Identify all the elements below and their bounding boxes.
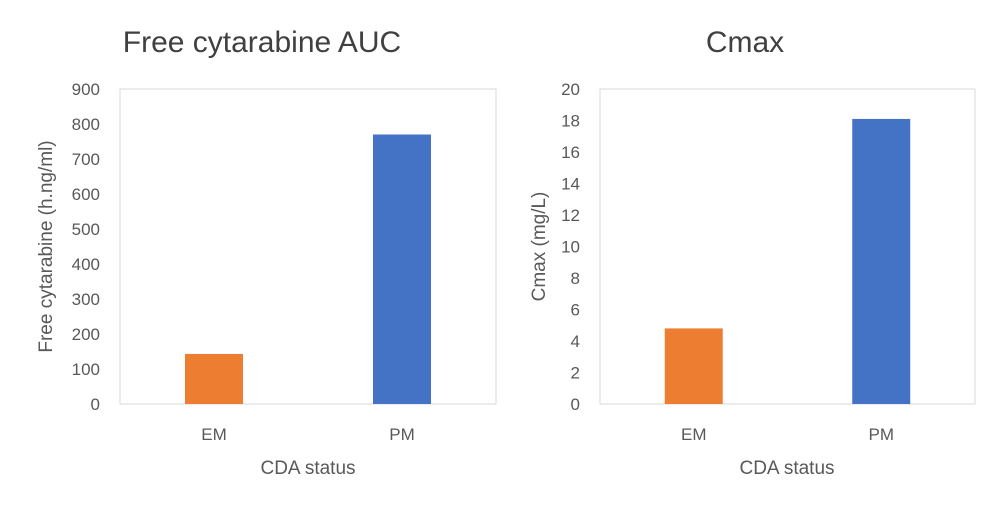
y-tick-label: 14 xyxy=(561,175,580,194)
y-tick-label: 16 xyxy=(561,143,580,162)
chart-1: Free cytarabine AUC 0 100 200 300 400 500 600 70… xyxy=(36,26,497,479)
y-tick-label: 800 xyxy=(72,115,100,134)
x-tick-label: EM xyxy=(201,425,227,444)
y-tick-label: 12 xyxy=(561,206,580,225)
plot-area-border xyxy=(119,88,497,405)
y-axis-label: Cmax (mg/L) xyxy=(529,192,550,302)
y-tick-label: 600 xyxy=(72,185,100,204)
x-tick-label: PM xyxy=(869,425,895,444)
y-tick-label: 10 xyxy=(561,238,580,257)
y-tick-label: 8 xyxy=(571,269,580,288)
chart-title: Cmax xyxy=(706,26,784,59)
chart-2: Cmax 0 2 4 6 8 10 12 14 16 18 20 EM PM CDA status Cmax … xyxy=(529,26,976,479)
y-tick-label: 400 xyxy=(72,255,100,274)
y-tick-label: 300 xyxy=(72,290,100,309)
y-tick-label: 4 xyxy=(571,332,580,351)
y-axis-label: Free cytarabine (h.ng/ml) xyxy=(36,140,57,352)
y-tick-label: 6 xyxy=(571,301,580,320)
y-tick-label: 0 xyxy=(571,395,580,414)
y-tick-label: 900 xyxy=(72,80,100,99)
x-axis-label: CDA status xyxy=(739,458,834,479)
y-tick-label: 500 xyxy=(72,220,100,239)
bar-em xyxy=(185,353,243,404)
x-axis-label: CDA status xyxy=(260,458,355,479)
y-tick-label: 200 xyxy=(72,325,100,344)
y-tick-label: 18 xyxy=(561,112,580,131)
x-tick-label: EM xyxy=(681,425,707,444)
y-tick-label: 2 xyxy=(571,364,580,383)
bar-em xyxy=(664,328,723,404)
y-tick-label: 20 xyxy=(561,80,580,99)
y-tick-label: 700 xyxy=(72,150,100,169)
y-tick-label: 0 xyxy=(91,395,100,414)
x-tick-label: PM xyxy=(389,425,415,444)
plot-area-border xyxy=(599,88,976,405)
bar-pm xyxy=(852,118,911,405)
chart-title: Free cytarabine AUC xyxy=(123,26,401,59)
y-tick-label: 100 xyxy=(72,360,100,379)
bar-pm xyxy=(373,134,431,404)
